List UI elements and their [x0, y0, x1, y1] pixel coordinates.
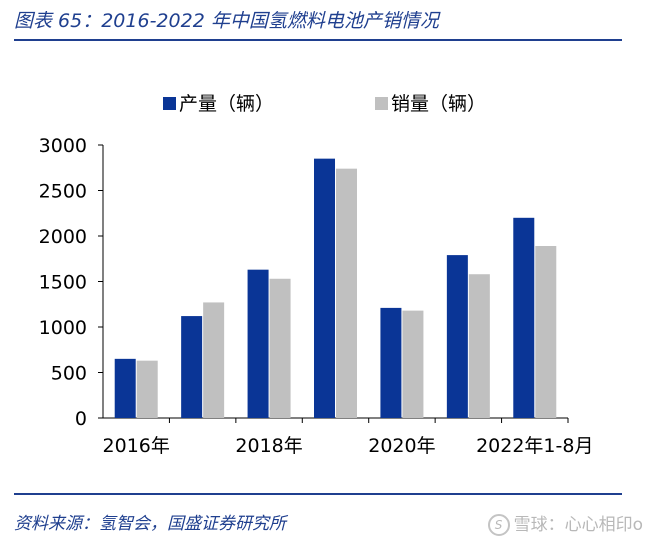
legend-label: 产量（辆）: [179, 93, 274, 115]
legend-swatch: [163, 97, 176, 110]
production-bar: [513, 217, 535, 418]
production-bar: [446, 255, 468, 418]
legend: 产量（辆） 销量（辆）: [163, 93, 486, 115]
x-tick-label: 2022年1-8月: [476, 435, 593, 457]
bars: [114, 158, 557, 418]
legend-swatch: [375, 97, 388, 110]
sales-bar: [535, 246, 557, 418]
watermark: S 雪球：心心相印o: [487, 510, 643, 536]
y-tick-label: 1500: [39, 272, 87, 294]
y-tick-label: 2500: [39, 181, 87, 203]
axes: 0 500 1000 1500 2000 2500 3000 2016年 2018年 2020年 2…: [39, 135, 594, 457]
y-tick-label: 3000: [39, 135, 87, 157]
y-tick-label: 1000: [39, 317, 87, 339]
x-tick-label: 2016年: [103, 435, 170, 457]
sales-bar: [136, 360, 158, 418]
y-tick-label: 500: [51, 363, 87, 385]
production-bar: [114, 358, 136, 418]
figure-title: 图表 65：2016-2022 年中国氢燃料电池产销情况: [14, 10, 439, 32]
x-tick-label: 2018年: [235, 435, 302, 457]
watermark-text: 雪球：心心相印o: [513, 515, 643, 535]
sales-bar: [468, 274, 490, 418]
sales-bar: [336, 168, 357, 418]
production-bar: [314, 158, 335, 418]
legend-label: 销量（辆）: [391, 93, 486, 115]
production-bar: [247, 269, 269, 418]
y-tick-label: 0: [75, 408, 87, 430]
source-rule: [14, 493, 622, 495]
x-tick-label: 2020年: [368, 435, 435, 457]
sales-bar: [203, 302, 225, 418]
source-note: 资料来源：氢智会，国盛证券研究所: [14, 514, 286, 534]
y-tick-label: 2000: [39, 226, 87, 248]
sales-bar: [402, 310, 424, 418]
production-bar: [181, 316, 203, 418]
snowball-logo-icon: S: [487, 514, 510, 536]
sales-bar: [269, 278, 291, 418]
title-rule: [14, 39, 622, 41]
production-bar: [380, 307, 402, 418]
